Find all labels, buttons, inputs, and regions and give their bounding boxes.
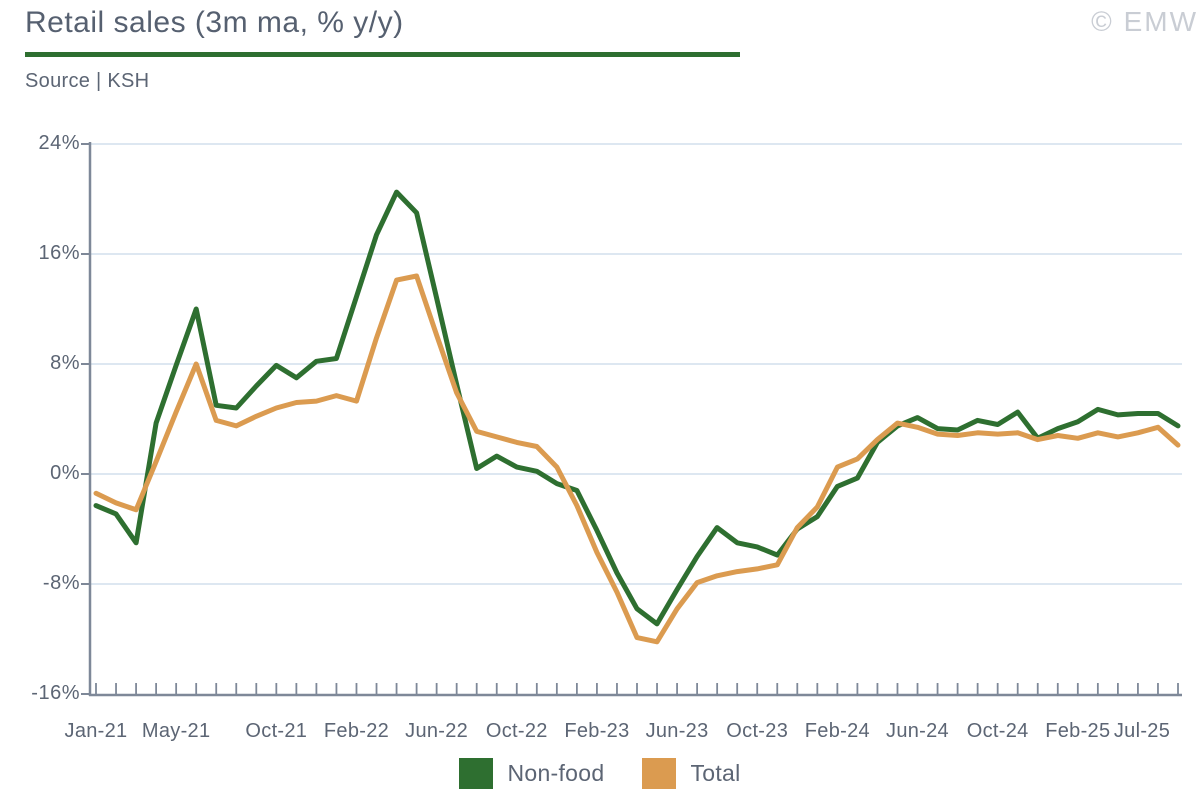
x-axis-label: Oct-24	[966, 720, 1029, 742]
x-axis-label: Jun-23	[645, 720, 709, 742]
legend-label: Total	[690, 760, 741, 786]
y-axis-label: 0%	[50, 462, 80, 484]
x-axis-label: Jan-21	[64, 720, 128, 742]
page-title: Retail sales (3m ma, % y/y)	[25, 6, 404, 39]
x-axis-label: Feb-23	[564, 720, 630, 742]
legend-swatch-icon	[459, 758, 494, 789]
y-axis-label: 16%	[38, 242, 80, 264]
series-line-total	[93, 273, 1181, 645]
x-axis-label: Feb-25	[1045, 720, 1111, 742]
y-axis-label: 8%	[50, 352, 80, 374]
x-axis-label: Feb-24	[804, 720, 870, 742]
source-caption: Source | KSH	[25, 70, 150, 92]
legend-swatch-icon	[642, 758, 677, 789]
x-axis-label: Feb-22	[323, 720, 390, 742]
legend-item: Total	[642, 758, 740, 789]
title-underline	[25, 52, 740, 57]
legend-item: Non-food	[459, 758, 604, 789]
x-axis-label: Jul-25	[1113, 720, 1171, 742]
chart-legend: Non-food Total	[0, 758, 1200, 789]
series-line-non-food	[93, 189, 1181, 627]
x-axis-label: Jun-22	[405, 720, 469, 742]
y-axis-label: -16%	[31, 682, 80, 704]
y-axis-label: 24%	[38, 132, 80, 154]
x-axis-label: Jun-24	[886, 720, 949, 742]
copyright-watermark: © EMW	[1091, 6, 1198, 37]
legend-label: Non-food	[507, 760, 605, 786]
x-axis-label: May-21	[141, 720, 211, 742]
x-axis-label: Oct-21	[245, 720, 308, 742]
x-axis-label: Oct-23	[726, 720, 789, 742]
x-axis-label: Oct-22	[485, 720, 548, 742]
y-axis-label: -8%	[42, 572, 80, 594]
